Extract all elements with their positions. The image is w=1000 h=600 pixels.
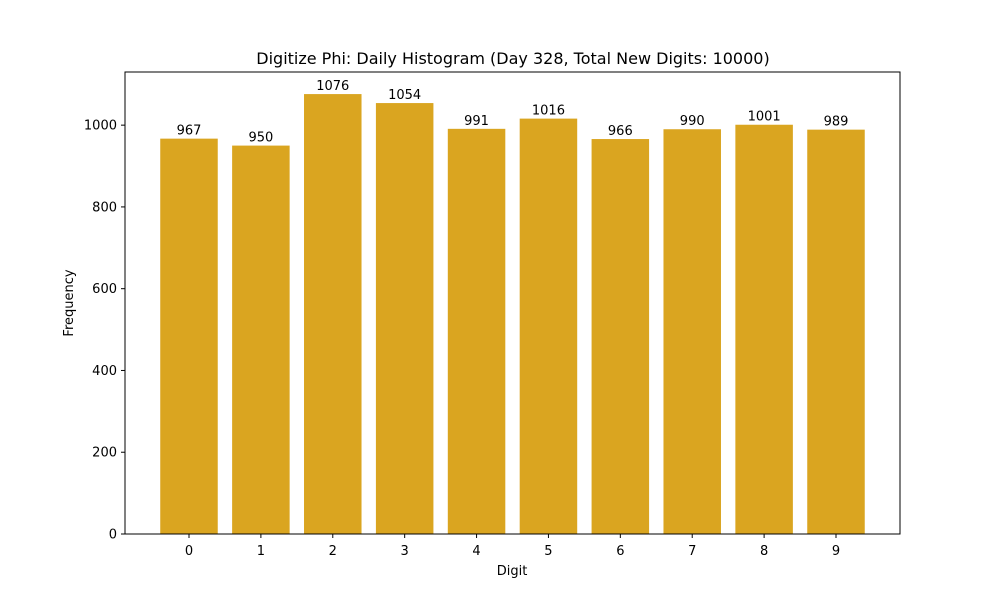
data-label-digit-0: 967 — [177, 124, 202, 139]
bar-digit-6 — [591, 139, 650, 535]
x-tick-label: 1 — [257, 544, 265, 559]
bar-digit-5 — [519, 118, 578, 535]
y-tick-label: 1000 — [84, 119, 117, 134]
data-label-digit-5: 1016 — [532, 104, 565, 119]
bar-digit-0 — [160, 138, 218, 534]
x-tick-label: 2 — [329, 544, 337, 559]
x-axis: 0 1 2 3 4 5 6 7 8 9 — [185, 534, 840, 559]
bar-digit-2 — [304, 94, 362, 534]
y-tick-label: 200 — [92, 446, 117, 461]
y-tick-label: 400 — [92, 364, 117, 379]
data-label-digit-9: 989 — [824, 115, 849, 130]
chart-title: Digitize Phi: Daily Histogram (Day 328, … — [256, 49, 769, 68]
y-tick-label: 800 — [92, 200, 117, 215]
data-label-digit-4: 991 — [464, 114, 489, 129]
x-axis-label: Digit — [497, 564, 528, 579]
bar-digit-1 — [232, 145, 290, 534]
x-tick-label: 5 — [544, 544, 552, 559]
x-tick-label: 6 — [616, 544, 624, 559]
data-label-digit-3: 1054 — [388, 88, 421, 103]
x-tick-label: 3 — [401, 544, 409, 559]
y-axis: 0 200 400 600 800 1000 — [84, 119, 125, 543]
bars-group — [160, 94, 865, 535]
bar-digit-9 — [807, 129, 865, 534]
data-labels-group: 967 950 1076 1054 991 1016 966 990 1001 989 — [177, 79, 849, 146]
y-axis-label: Frequency — [62, 269, 77, 336]
bar-digit-7 — [663, 129, 721, 535]
x-tick-label: 8 — [760, 544, 768, 559]
bar-digit-4 — [447, 128, 506, 534]
x-tick-label: 0 — [185, 544, 193, 559]
data-label-digit-6: 966 — [608, 124, 633, 139]
plot-area-frame — [124, 71, 901, 535]
data-label-digit-8: 1001 — [748, 110, 781, 125]
data-label-digit-2: 1076 — [316, 79, 349, 94]
x-tick-label: 9 — [832, 544, 840, 559]
y-tick-label: 600 — [92, 282, 117, 297]
bar-digit-8 — [735, 124, 793, 535]
x-tick-label: 4 — [472, 544, 480, 559]
y-tick-label: 0 — [109, 528, 117, 543]
data-label-digit-1: 950 — [248, 131, 273, 146]
data-label-digit-7: 990 — [680, 114, 705, 129]
bar-digit-3 — [375, 103, 434, 534]
x-tick-label: 7 — [688, 544, 696, 559]
